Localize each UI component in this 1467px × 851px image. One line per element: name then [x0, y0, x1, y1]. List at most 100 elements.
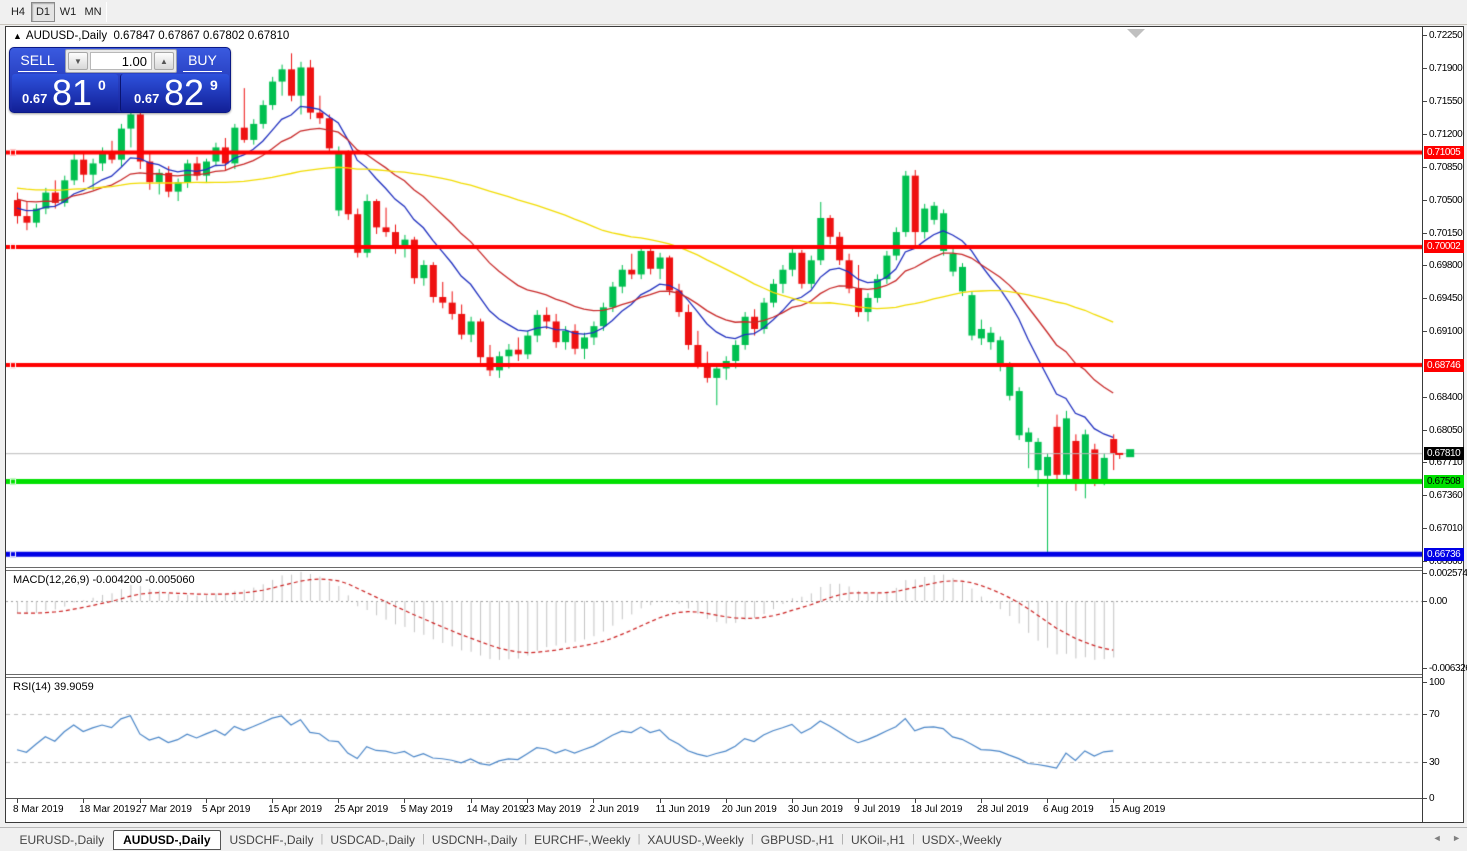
date-tick: [404, 799, 406, 803]
date-tick: [1047, 799, 1049, 803]
date-label: 2 Jun 2019: [589, 804, 639, 815]
rsi-scale-tick: 100: [1423, 676, 1464, 689]
tab-separator: |: [637, 833, 641, 845]
tab-separator: |: [320, 833, 324, 845]
tab-separator: |: [422, 833, 425, 845]
buy-button[interactable]: BUY: [175, 48, 230, 73]
hline-price-label: 0.70002: [1424, 240, 1464, 254]
date-label: 25 Apr 2019: [334, 804, 389, 815]
ohlc-values: 0.67847 0.67867 0.67802 0.67810: [113, 30, 290, 42]
tab-separator: |: [524, 833, 528, 845]
date-tick: [725, 799, 727, 803]
date-label: 5 May 2019: [400, 804, 453, 815]
price-tick: 0.70500: [1423, 194, 1464, 207]
timeframe-button-h4[interactable]: H4: [6, 2, 30, 22]
buy-price-display[interactable]: 0.67 82 9: [120, 72, 229, 113]
date-tick: [1113, 799, 1115, 803]
chart-tab-usdx-weekly[interactable]: USDX-,Weekly: [921, 833, 1002, 847]
hline-price-label: 0.71005: [1424, 146, 1464, 160]
chart-tab-gbpusd-h1[interactable]: GBPUSD-,H1: [760, 833, 835, 847]
sell-button[interactable]: SELL: [10, 48, 65, 73]
chart-tab-eurusd-daily[interactable]: EURUSD-,Daily: [19, 833, 105, 847]
chart-tab-eurchf-weekly[interactable]: EURCHF-,Weekly: [534, 833, 631, 847]
lot-increase-button[interactable]: ▲: [154, 52, 174, 70]
rsi-indicator-label: RSI(14) 39.9059: [13, 681, 94, 693]
date-tick: [272, 799, 274, 803]
symbol-label: AUDUSD-,Daily: [25, 30, 108, 42]
date-tick: [139, 799, 141, 803]
price-tick: 0.69450: [1423, 292, 1464, 305]
price-tick: 0.68400: [1423, 391, 1464, 404]
chart-shift-icon[interactable]: [1127, 29, 1145, 38]
chart-plot-area[interactable]: 8 Mar 2019 18 Mar 2019 27 Mar 2019 5 Apr 20…: [6, 27, 1422, 822]
date-tick: [470, 799, 472, 803]
price-tick: 0.68050: [1423, 424, 1464, 437]
price-tick: 0.71900: [1423, 62, 1464, 75]
timeframe-button-d1[interactable]: D1: [31, 2, 55, 22]
chart-tab-xauusd-weekly[interactable]: XAUUSD-,Weekly: [647, 833, 744, 847]
chart-window: 8 Mar 2019 18 Mar 2019 27 Mar 2019 5 Apr 20…: [5, 26, 1467, 823]
date-label: 20 Jun 2019: [721, 804, 777, 815]
timeframe-toolbar: H4 D1 W1 MN: [0, 0, 1467, 25]
date-tick: [83, 799, 85, 803]
chart-tab-usdcnh-daily[interactable]: USDCNH-,Daily: [431, 833, 518, 847]
chart-tab-ukoil-h1[interactable]: UKOil-,H1: [850, 833, 905, 847]
timeframe-button-mn[interactable]: MN: [81, 2, 105, 22]
tab-separator: |: [841, 833, 844, 845]
price-tick: 0.71200: [1423, 128, 1464, 141]
rsi-canvas[interactable]: [6, 678, 1422, 798]
chart-tab-audusd-daily[interactable]: AUDUSD-,Daily: [113, 830, 221, 850]
price-tick: 0.69800: [1423, 259, 1464, 272]
tab-scroll-right-icon[interactable]: ►: [1452, 833, 1461, 843]
date-tick: [17, 799, 18, 803]
sell-price-display[interactable]: 0.67 81 0: [12, 72, 118, 113]
date-label: 30 Jun 2019: [787, 804, 843, 815]
date-tick: [980, 799, 982, 803]
lot-decrease-button[interactable]: ▼: [68, 52, 88, 70]
macd-scale-tick: 0.002574: [1423, 567, 1467, 580]
lot-size-input[interactable]: 1.00: [90, 52, 152, 70]
date-tick: [338, 799, 340, 803]
chart-tab-bar: EURUSD-,Daily AUDUSD-,Daily USDCHF-,Daily |…: [0, 827, 1467, 851]
date-label: 15 Apr 2019: [268, 804, 323, 815]
macd-scale-tick: -0.006326: [1423, 662, 1467, 675]
chart-tab-usdchf-daily[interactable]: USDCHF-,Daily: [229, 833, 314, 847]
hline-price-label: 0.68746: [1424, 358, 1464, 372]
tab-scroll-left-icon[interactable]: ◄: [1432, 833, 1442, 843]
date-tick: [527, 799, 529, 803]
macd-scale-tick: 0.00: [1423, 595, 1464, 608]
price-chart-canvas[interactable]: [6, 27, 1422, 567]
tab-separator: |: [750, 833, 754, 845]
hline-price-label: 0.66736: [1424, 547, 1464, 561]
date-tick: [593, 799, 595, 803]
timeframe-button-w1[interactable]: W1: [56, 2, 80, 22]
one-click-trading-panel: SELL ▼ 1.00 ▲ BUY 0.67 81 0 0.67 82 9: [9, 47, 231, 113]
lot-size-control: ▼ 1.00 ▲: [65, 49, 177, 73]
tab-scroll-buttons: ◄ ►: [1425, 833, 1461, 843]
macd-canvas[interactable]: [6, 571, 1422, 674]
date-tick: [914, 799, 916, 803]
rsi-scale-tick: 30: [1423, 756, 1464, 769]
price-tick: 0.67360: [1423, 489, 1464, 502]
toolbar-separator: [106, 2, 107, 22]
date-tick: [791, 799, 793, 803]
date-tick: [659, 799, 661, 803]
date-label: 18 Mar 2019: [79, 804, 136, 815]
price-tick: 0.71550: [1423, 95, 1464, 108]
ohlc-toggle-icon[interactable]: ▲: [13, 31, 22, 41]
tab-separator: |: [911, 833, 915, 845]
price-tick: 0.72250: [1423, 29, 1464, 42]
macd-splitter[interactable]: [6, 567, 1463, 571]
price-tick: 0.70150: [1423, 227, 1464, 240]
date-label: 23 May 2019: [523, 804, 582, 815]
date-label: 14 May 2019: [466, 804, 525, 815]
current-price-label: 0.67810: [1424, 446, 1464, 460]
date-label: 28 Jul 2019: [976, 804, 1029, 815]
chart-tab-usdcad-daily[interactable]: USDCAD-,Daily: [330, 833, 416, 847]
date-axis[interactable]: 8 Mar 2019 18 Mar 2019 27 Mar 2019 5 Apr 20…: [6, 799, 1422, 822]
date-label: 15 Aug 2019: [1109, 804, 1166, 815]
date-tick: [206, 799, 207, 803]
rsi-splitter[interactable]: [6, 674, 1463, 678]
price-scale[interactable]: 0.72250 0.71900 0.71550 0.71200 0.70850 0.705…: [1422, 27, 1467, 822]
